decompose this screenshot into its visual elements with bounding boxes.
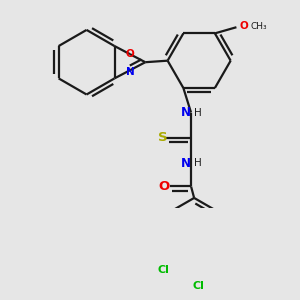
Text: Cl: Cl [157, 265, 169, 275]
Text: N: N [125, 67, 134, 77]
Text: O: O [239, 21, 248, 32]
Text: H: H [194, 158, 202, 168]
Text: O: O [158, 180, 170, 193]
Text: CH₃: CH₃ [250, 22, 267, 31]
Text: N: N [181, 157, 191, 170]
Text: S: S [158, 131, 167, 145]
Text: H: H [194, 108, 202, 118]
Text: O: O [125, 49, 134, 59]
Text: Cl: Cl [192, 280, 204, 291]
Text: N: N [181, 106, 191, 119]
